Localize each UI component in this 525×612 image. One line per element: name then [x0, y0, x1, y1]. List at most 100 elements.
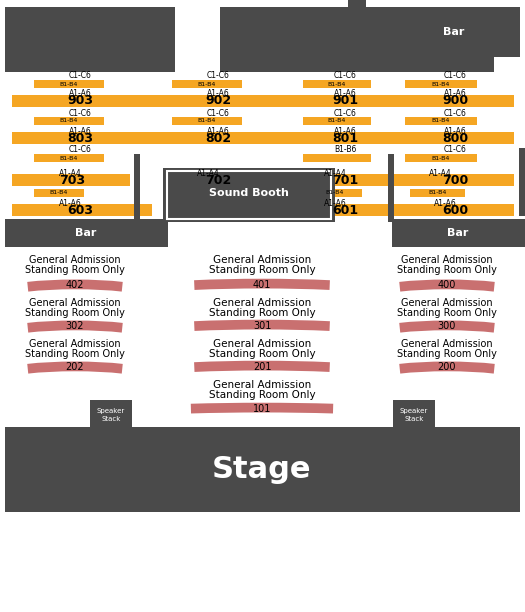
Bar	[12, 204, 152, 216]
Bar	[405, 80, 477, 88]
Text: B1-B4: B1-B4	[198, 119, 216, 124]
Text: A1-A4: A1-A4	[197, 168, 219, 177]
Text: A1-A6: A1-A6	[444, 127, 466, 135]
Text: A1-A6: A1-A6	[59, 198, 81, 207]
Bar	[220, 7, 348, 72]
Text: Bar: Bar	[447, 228, 469, 238]
Bar	[167, 171, 331, 219]
Bar	[5, 219, 168, 247]
Bar	[34, 154, 104, 162]
Text: A1-A6: A1-A6	[333, 89, 356, 99]
Text: 600: 600	[442, 204, 468, 217]
Text: 903: 903	[67, 94, 93, 108]
Text: A1-A6: A1-A6	[323, 198, 346, 207]
Text: C1-C6: C1-C6	[333, 108, 356, 118]
Text: 202: 202	[66, 362, 85, 372]
Text: B1-B4: B1-B4	[432, 119, 450, 124]
Text: Standing Room Only: Standing Room Only	[25, 308, 125, 318]
Text: B1-B4: B1-B4	[432, 155, 450, 160]
Text: Standing Room Only: Standing Room Only	[397, 265, 497, 275]
Text: A1-A6: A1-A6	[69, 127, 91, 135]
Text: 701: 701	[332, 173, 358, 187]
Bar	[150, 132, 286, 144]
Text: B1-B4: B1-B4	[429, 190, 447, 195]
Text: 902: 902	[205, 94, 231, 108]
Bar	[392, 95, 514, 107]
Text: Standing Room Only: Standing Room Only	[209, 390, 316, 400]
Text: A1-A6: A1-A6	[333, 127, 356, 135]
Bar	[392, 204, 514, 216]
Text: 200: 200	[438, 362, 456, 372]
Bar	[172, 80, 242, 88]
Bar	[134, 154, 140, 222]
Bar	[5, 427, 520, 512]
Bar	[388, 154, 394, 222]
Text: Bar: Bar	[443, 27, 465, 37]
Bar	[366, 7, 494, 72]
Text: A1-A6: A1-A6	[207, 89, 229, 99]
Text: General Admission: General Admission	[401, 255, 493, 265]
Text: A1-A4: A1-A4	[428, 168, 452, 177]
Bar	[405, 154, 477, 162]
Text: 301: 301	[253, 321, 271, 331]
Text: 601: 601	[332, 204, 358, 217]
Bar	[405, 117, 477, 125]
Text: 101: 101	[253, 404, 271, 414]
Text: A1-A6: A1-A6	[69, 89, 91, 99]
Text: 603: 603	[67, 204, 93, 217]
Text: Sound Booth: Sound Booth	[209, 188, 289, 198]
Text: 300: 300	[438, 321, 456, 331]
Text: B1-B4: B1-B4	[60, 81, 78, 86]
Text: Standing Room Only: Standing Room Only	[209, 265, 316, 275]
Text: Standing Room Only: Standing Room Only	[25, 265, 125, 275]
Text: Standing Room Only: Standing Room Only	[397, 349, 497, 359]
Bar	[5, 7, 175, 72]
Text: 901: 901	[332, 94, 358, 108]
Text: Standing Room Only: Standing Room Only	[209, 349, 316, 359]
Text: 802: 802	[205, 132, 231, 144]
Text: 700: 700	[442, 173, 468, 187]
Text: Standing Room Only: Standing Room Only	[397, 308, 497, 318]
Bar	[150, 95, 286, 107]
Text: General Admission: General Admission	[213, 380, 311, 390]
Text: Standing Room Only: Standing Room Only	[25, 349, 125, 359]
Text: 803: 803	[67, 132, 93, 144]
Text: A1-A6: A1-A6	[207, 127, 229, 135]
Bar	[172, 117, 242, 125]
Bar	[277, 204, 413, 216]
Bar	[392, 132, 514, 144]
Text: 702: 702	[205, 173, 231, 187]
Text: General Admission: General Admission	[213, 255, 311, 265]
Text: B1-B4: B1-B4	[432, 81, 450, 86]
Text: A1-A4: A1-A4	[323, 168, 346, 177]
Text: A1-A4: A1-A4	[59, 168, 81, 177]
Text: C1-C6: C1-C6	[69, 70, 91, 80]
Bar	[90, 400, 132, 428]
Text: 703: 703	[59, 173, 85, 187]
Text: Stage: Stage	[212, 455, 312, 485]
Text: B1-B4: B1-B4	[60, 155, 78, 160]
Text: 800: 800	[442, 132, 468, 144]
Text: B1-B4: B1-B4	[326, 190, 344, 195]
Text: Standing Room Only: Standing Room Only	[209, 308, 316, 318]
Bar	[34, 189, 84, 197]
Text: Speaker: Speaker	[400, 408, 428, 414]
Bar	[277, 132, 413, 144]
Bar	[12, 132, 152, 144]
Text: B1-B4: B1-B4	[60, 119, 78, 124]
Text: 801: 801	[332, 132, 358, 144]
Bar	[303, 80, 371, 88]
Bar	[277, 95, 413, 107]
Text: C1-C6: C1-C6	[69, 108, 91, 118]
Bar	[303, 154, 371, 162]
Bar	[393, 400, 435, 428]
Text: Speaker: Speaker	[97, 408, 125, 414]
Bar	[410, 189, 465, 197]
Text: 900: 900	[442, 94, 468, 108]
Text: C1-C6: C1-C6	[444, 108, 466, 118]
Bar	[34, 80, 104, 88]
Text: General Admission: General Admission	[29, 339, 121, 349]
Bar	[392, 174, 514, 186]
Text: General Admission: General Admission	[29, 298, 121, 308]
Bar	[392, 219, 525, 247]
